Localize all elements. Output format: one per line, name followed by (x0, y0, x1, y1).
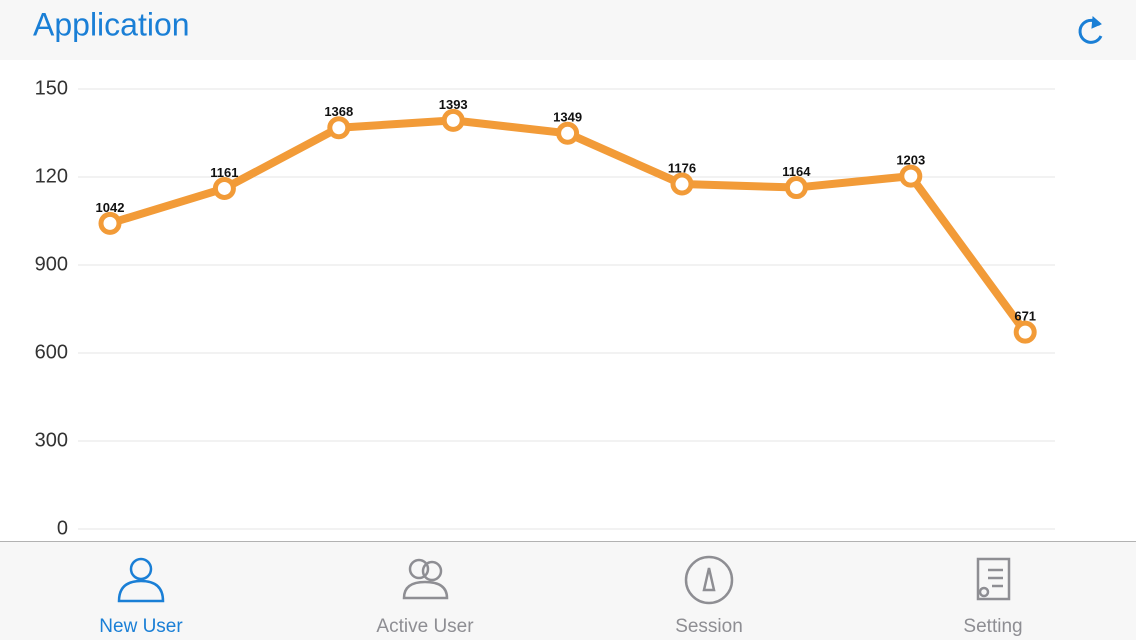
point (212, 176, 236, 200)
y-tick-label: 0 (57, 517, 68, 539)
y-tick-label: 300 (35, 429, 68, 451)
tab[interactable]: Setting (851, 542, 1135, 640)
point (327, 116, 351, 140)
y-tick-label: 150 (35, 77, 68, 99)
tab-label: New User (99, 616, 183, 637)
value-label: 1161 (210, 165, 238, 180)
tab[interactable]: New User (0, 542, 283, 640)
new-user-icon (117, 557, 165, 603)
value-label: 671 (1014, 309, 1036, 324)
active-user-icon (402, 558, 449, 600)
header-title: Application (33, 6, 190, 42)
refresh-arrow (1091, 15, 1102, 29)
tab-label: Setting (963, 616, 1022, 637)
y-tick-label: 120 (35, 165, 68, 187)
point (441, 108, 465, 132)
refresh-button[interactable] (1078, 15, 1103, 44)
point (899, 164, 923, 188)
tab-bar (0, 541, 1136, 640)
tab[interactable]: Session (567, 542, 851, 640)
header-bar (0, 0, 1136, 60)
point (98, 211, 122, 235)
value-label: 1042 (96, 200, 125, 215)
value-label: 1164 (782, 164, 811, 179)
point (1013, 320, 1037, 344)
y-tick-label: 900 (35, 253, 68, 275)
value-label: 1368 (324, 104, 353, 119)
session-icon (684, 555, 734, 605)
point (784, 176, 808, 200)
value-label: 1203 (896, 153, 925, 168)
tabs: New User Active User Session Setting (0, 542, 1135, 640)
point (670, 172, 694, 196)
y-tick-label: 600 (35, 341, 68, 363)
tab-label: Active User (376, 616, 474, 637)
value-label: 1349 (553, 110, 582, 125)
value-label: 1176 (668, 160, 696, 175)
tab-label: Session (675, 616, 743, 637)
setting-icon (976, 557, 1011, 601)
value-label: 1393 (439, 97, 468, 112)
tab[interactable]: Active User (283, 542, 567, 640)
point (556, 121, 580, 145)
plot: 0 300 600 900 120 150 1042 1161 1368 1393 1349 1176… (35, 77, 1055, 539)
